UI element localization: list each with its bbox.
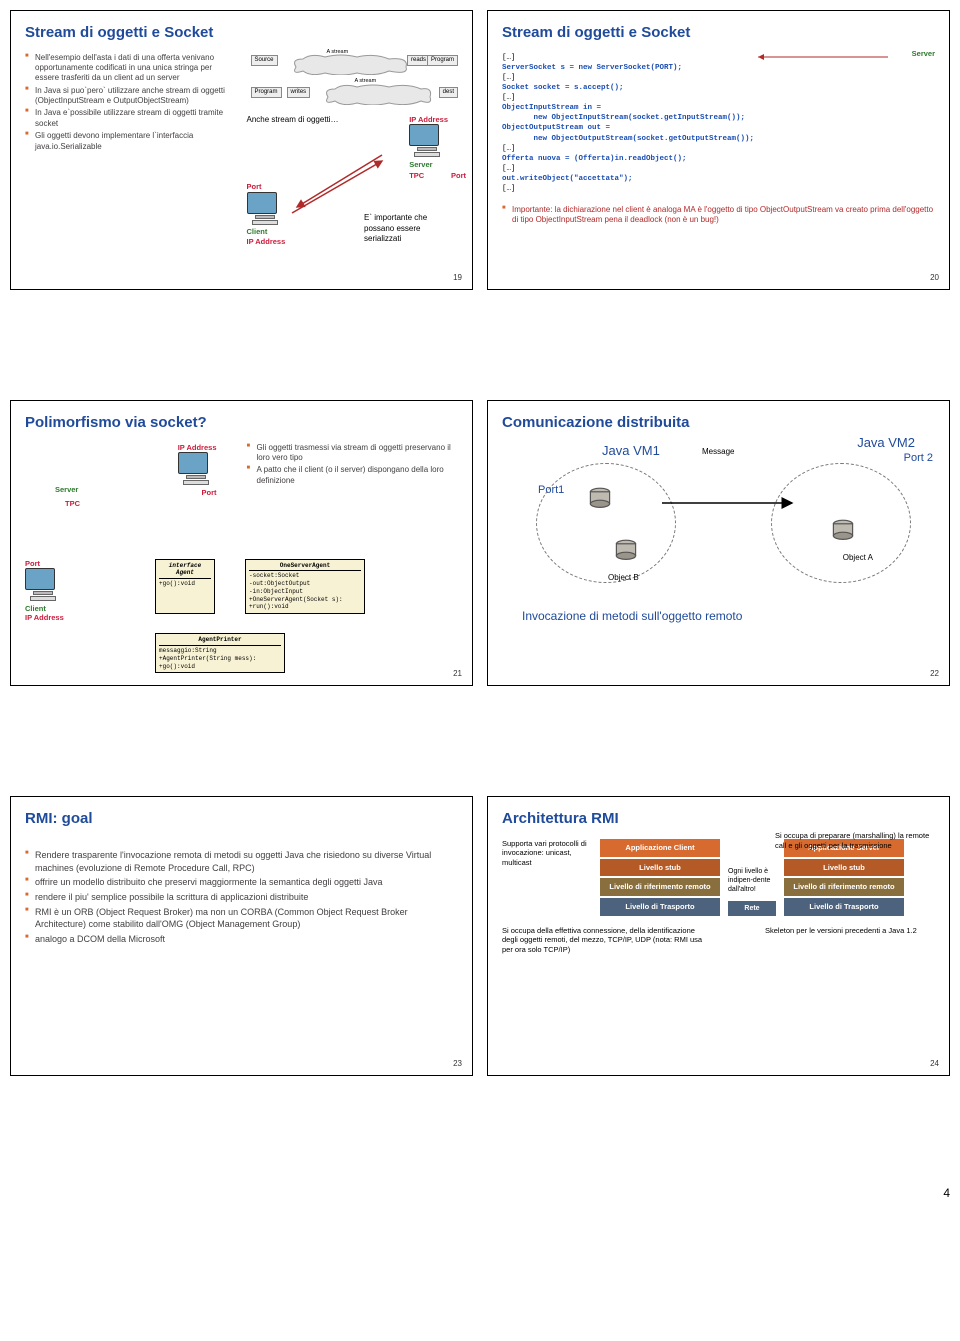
- slide19-bullets: Nell'esempio dell'asta i dati di una off…: [25, 53, 237, 153]
- port-label: Port: [25, 559, 125, 569]
- port2-label: Port 2: [904, 451, 933, 465]
- bullet: rendere il piu' semplice possibile la sc…: [25, 891, 458, 904]
- tpc-label: TPC: [65, 499, 80, 509]
- bullet: Nell'esempio dell'asta i dati di una off…: [25, 53, 237, 84]
- slide-num: 19: [453, 273, 462, 283]
- port-label: Port: [247, 182, 286, 192]
- layer-rete: Rete: [728, 901, 776, 916]
- server-icon: [409, 124, 445, 156]
- client-icon: [25, 568, 61, 600]
- bullet: Gli oggetti trasmessi via stream di ogge…: [247, 443, 459, 464]
- note-tl: Supporta vari protocolli di invocazione:…: [502, 839, 592, 918]
- slide-23: RMI: goal Rendere trasparente l'invocazi…: [10, 796, 473, 1076]
- note-br: Skeleton per le versioni precedenti a Ja…: [765, 926, 935, 954]
- code: ServerSocket s = new ServerSocket(PORT);: [502, 63, 935, 73]
- note-tr: Si occupa di preparare (marshalling) la …: [775, 831, 935, 850]
- bullet: In Java si puo`pero` utilizzare anche st…: [25, 86, 237, 107]
- code: […]: [502, 164, 935, 174]
- server-icon: [178, 452, 214, 484]
- client-label: Client: [25, 604, 125, 614]
- bullet: A patto che il client (o il server) disp…: [247, 465, 459, 486]
- slide-24: Architettura RMI Supporta vari protocoll…: [487, 796, 950, 1076]
- bullet: Rendere trasparente l'invocazione remota…: [25, 849, 458, 874]
- slide-title: RMI: goal: [25, 809, 458, 829]
- layer-stub: Livello stub: [600, 859, 720, 877]
- code: […]: [502, 184, 935, 194]
- ip-label: IP Address: [178, 443, 217, 453]
- msg-label: Message: [702, 447, 734, 457]
- bullet: RMI è un ORB (Object Request Broker) ma …: [25, 906, 458, 931]
- label-astream: A stream: [327, 49, 349, 56]
- client-icon: [247, 192, 283, 224]
- slide-num: 20: [930, 273, 939, 283]
- slide-num: 23: [453, 1059, 462, 1069]
- layer-trasp: Livello di Trasporto: [784, 898, 904, 916]
- bullet: Importante: la dichiarazione nel client …: [502, 205, 935, 226]
- code: Offerta nuova = (Offerta)in.readObject()…: [502, 154, 935, 164]
- bullet: In Java e`possibile utilizzare stream di…: [25, 108, 237, 129]
- ip-label: IP Address: [25, 613, 125, 623]
- objB-label: Object B: [608, 573, 639, 583]
- note-mid: Ogni livello è indipen-dente dall'altro!: [728, 868, 776, 894]
- code: new ObjectInputStream(socket.getInputStr…: [502, 113, 935, 123]
- slide-num: 24: [930, 1059, 939, 1069]
- arrow-icon: [758, 51, 898, 63]
- bullet: Gli oggetti devono implementare l`interf…: [25, 131, 237, 152]
- server-label: Server: [409, 160, 448, 170]
- bullet: analogo a DCOM della Microsoft: [25, 933, 458, 946]
- code: ObjectOutputStream out =: [502, 123, 935, 133]
- program-box2: Program: [251, 87, 282, 99]
- source-box: Source: [251, 55, 278, 67]
- slide-title: Stream di oggetti e Socket: [25, 23, 458, 43]
- port-label: Port: [451, 171, 466, 181]
- slide-num: 21: [453, 669, 462, 679]
- uml-agent-interface: interface Agent +go():void: [155, 559, 215, 615]
- bullet: offrire un modello distribuito che prese…: [25, 876, 458, 889]
- arrow-icon: [662, 459, 802, 519]
- slide-title: Architettura RMI: [502, 809, 935, 829]
- layer-stub: Livello stub: [784, 859, 904, 877]
- slide-19: Stream di oggetti e Socket Nell'esempio …: [10, 10, 473, 290]
- note-bl: Si occupa della effettiva connessione, d…: [502, 926, 712, 954]
- slide-title: Comunicazione distribuita: [502, 413, 935, 433]
- layer-rif: Livello di riferimento remoto: [600, 878, 720, 896]
- objA-label: Object A: [843, 553, 873, 563]
- code: Socket socket = s.accept();: [502, 83, 935, 93]
- slide-20: Stream di oggetti e Socket Server […] Se…: [487, 10, 950, 290]
- code: […]: [502, 93, 935, 103]
- client-label: Client: [247, 227, 286, 237]
- code: […]: [502, 73, 935, 83]
- uml-agentprinter: AgentPrinter messaggio:String +AgentPrin…: [155, 633, 285, 673]
- writes-box: writes: [287, 87, 311, 99]
- ip-label: IP Address: [409, 115, 448, 125]
- code: out.writeObject("accettata");: [502, 174, 935, 184]
- slide-21: Polimorfismo via socket? IP Address Port…: [10, 400, 473, 686]
- code: […]: [502, 144, 935, 154]
- arrow-icon: [287, 153, 397, 223]
- slide-title: Stream di oggetti e Socket: [502, 23, 935, 43]
- anche-label: Anche stream di oggetti…: [247, 115, 339, 125]
- server-label: Server: [912, 49, 935, 59]
- server-label: Server: [55, 485, 78, 495]
- page-number: 4: [10, 1186, 950, 1200]
- code: new ObjectOutputStream(socket.getOutputS…: [502, 134, 935, 144]
- slide-22: Comunicazione distribuita Java VM1 Java …: [487, 400, 950, 686]
- invoke-note: Invocazione di metodi sull'oggetto remot…: [522, 609, 935, 625]
- code: ObjectInputStream in =: [502, 103, 935, 113]
- vm2-label: Java VM2: [857, 435, 915, 452]
- port-label: Port: [178, 488, 217, 498]
- layer-trasp: Livello di Trasporto: [600, 898, 720, 916]
- dest-box: dest: [439, 87, 458, 99]
- slide-num: 22: [930, 669, 939, 679]
- label-astream2: A stream: [355, 78, 377, 85]
- layer-app-client: Applicazione Client: [600, 839, 720, 857]
- tpc-label: TPC: [409, 171, 448, 181]
- program-box: Program: [427, 55, 458, 67]
- layer-rif: Livello di riferimento remoto: [784, 878, 904, 896]
- vm1-label: Java VM1: [602, 443, 660, 460]
- ip-label: IP Address: [247, 237, 286, 247]
- slide-title: Polimorfismo via socket?: [25, 413, 458, 433]
- uml-oneserveragent: OneServerAgent -socket:Socket -out:Objec…: [245, 559, 365, 615]
